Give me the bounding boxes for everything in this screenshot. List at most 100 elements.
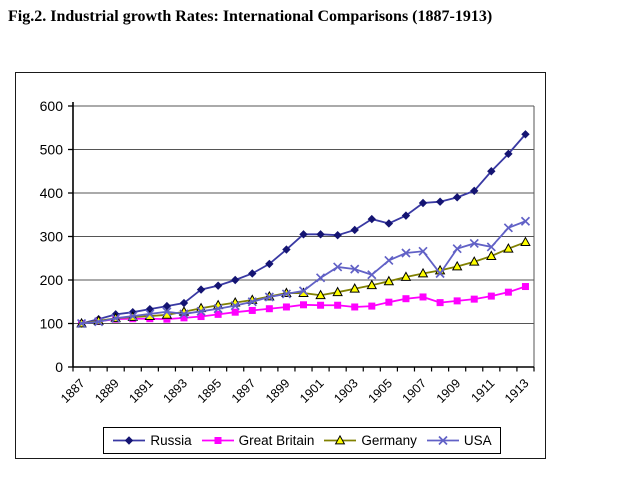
square-marker xyxy=(419,293,427,301)
diamond-marker xyxy=(179,298,189,308)
x-marker xyxy=(94,317,104,327)
diamond-marker xyxy=(162,301,172,311)
legend-marker-usa-x-icon xyxy=(426,435,459,446)
x-marker xyxy=(162,307,172,317)
diamond-marker xyxy=(231,275,240,285)
square-marker xyxy=(334,301,342,309)
diamond-marker xyxy=(213,281,223,290)
y-tick-label: 500 xyxy=(40,142,64,158)
triangle-marker xyxy=(486,250,497,260)
diamond-marker xyxy=(418,198,428,208)
square-marker xyxy=(265,305,273,313)
legend-item-germany: Germany xyxy=(323,433,417,448)
x-tick-label: 1901 xyxy=(297,376,327,406)
square-marker xyxy=(351,303,359,311)
triangle-marker xyxy=(349,283,360,293)
triangle-marker xyxy=(332,286,343,297)
diamond-marker xyxy=(265,259,274,269)
x-marker xyxy=(196,306,206,316)
y-tick-label: 100 xyxy=(40,316,64,332)
x-tick-label: 1903 xyxy=(331,376,361,406)
square-marker xyxy=(385,298,393,306)
diamond-marker xyxy=(401,211,411,220)
x-marker xyxy=(247,297,257,307)
square-marker xyxy=(180,314,188,322)
diamond-marker xyxy=(521,130,530,139)
triangle-marker xyxy=(503,243,514,253)
x-marker xyxy=(350,264,360,274)
legend-label-russia: Russia xyxy=(150,433,192,448)
diamond-marker xyxy=(316,230,325,239)
square-marker xyxy=(521,283,529,291)
chart-legend: Russia Great Britain Germany USA xyxy=(103,427,501,454)
x-marker xyxy=(281,289,292,299)
square-marker xyxy=(487,292,495,300)
x-marker xyxy=(230,301,240,311)
x-tick-label: 1893 xyxy=(161,376,191,406)
x-marker xyxy=(264,292,274,302)
triangle-marker xyxy=(400,271,412,281)
triangle-marker xyxy=(315,289,326,300)
legend-item-great-britain: Great Britain xyxy=(201,433,315,448)
legend-marker-russia-diamond-icon xyxy=(113,436,146,445)
triangle-marker xyxy=(417,267,429,278)
diamond-marker xyxy=(470,186,479,196)
square-marker xyxy=(402,295,410,303)
legend-marker-great-britain-square-icon xyxy=(201,437,234,444)
x-marker xyxy=(435,268,445,279)
square-marker xyxy=(504,288,512,296)
square-marker xyxy=(317,301,325,309)
triangle-marker xyxy=(468,256,480,266)
y-tick-label: 300 xyxy=(40,229,64,245)
x-tick-label: 1887 xyxy=(58,376,88,406)
square-marker xyxy=(231,308,239,316)
diamond-marker xyxy=(282,245,291,254)
diamond-marker xyxy=(248,269,257,278)
x-marker xyxy=(128,311,138,321)
diamond-marker xyxy=(384,219,394,228)
x-tick-label: 1911 xyxy=(469,376,498,405)
diamond-marker xyxy=(196,285,206,294)
x-tick-label: 1897 xyxy=(229,376,259,406)
x-marker xyxy=(469,238,479,249)
square-marker xyxy=(248,306,256,314)
square-marker xyxy=(436,299,444,307)
y-tick-label: 200 xyxy=(40,272,64,288)
legend-label-great-britain: Great Britain xyxy=(238,433,315,448)
x-marker xyxy=(145,309,155,319)
diamond-marker xyxy=(504,149,513,159)
x-tick-label: 1913 xyxy=(502,376,532,406)
square-marker xyxy=(300,301,307,309)
x-marker xyxy=(452,244,462,254)
x-marker xyxy=(418,246,428,256)
triangle-marker xyxy=(383,275,395,286)
diamond-marker xyxy=(333,230,342,240)
square-marker xyxy=(282,303,290,311)
triangle-marker xyxy=(451,260,463,271)
legend-item-usa: USA xyxy=(426,433,492,448)
square-marker xyxy=(197,313,205,321)
diamond-marker xyxy=(299,230,308,239)
diamond-marker xyxy=(452,193,462,202)
square-marker xyxy=(214,437,222,444)
x-marker xyxy=(333,262,343,272)
x-marker xyxy=(367,270,377,280)
square-marker xyxy=(214,310,222,318)
legend-marker-germany-triangle-icon xyxy=(324,434,357,445)
x-tick-label: 1907 xyxy=(400,376,430,406)
x-marker xyxy=(384,255,394,266)
triangle-marker xyxy=(366,279,378,290)
x-tick-label: 1895 xyxy=(195,376,225,406)
x-tick-label: 1891 xyxy=(126,376,156,406)
x-marker xyxy=(76,318,87,329)
x-marker xyxy=(438,435,448,446)
square-marker xyxy=(163,315,171,323)
x-marker xyxy=(298,286,309,296)
x-marker xyxy=(520,216,531,226)
square-marker xyxy=(453,297,461,305)
figure-title: Fig.2. Industrial growth Rates: Internat… xyxy=(8,8,493,25)
x-tick-label: 1909 xyxy=(434,376,464,406)
diamond-marker xyxy=(435,197,445,206)
